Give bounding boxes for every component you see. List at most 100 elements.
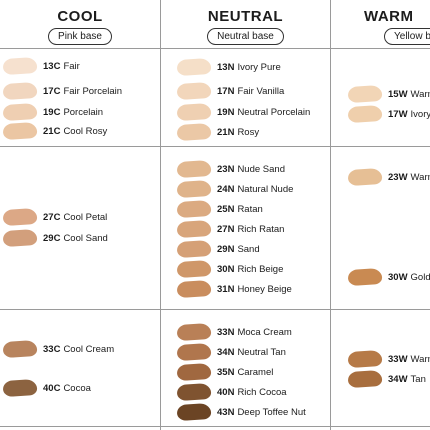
shade-name: Ivory V [410, 108, 430, 120]
shade-name: Cool Petal [63, 211, 108, 223]
shade-name: Moca Cream [237, 326, 292, 338]
shade-code: 17W [388, 108, 408, 120]
shade-code: 40N [217, 386, 235, 398]
shade-blob [2, 207, 38, 227]
shade-blob [176, 259, 212, 279]
shade-name: Tan [410, 373, 426, 385]
shade-blob [347, 267, 383, 287]
shade-code: 29N [217, 243, 235, 255]
shade-name: Porcelain [63, 106, 104, 118]
shade-code: 30W [388, 271, 408, 283]
shade-code: 27C [43, 211, 61, 223]
column-divider [160, 0, 161, 430]
shade-code: 33N [217, 326, 235, 338]
shade-name: Rich Ratan [237, 223, 285, 235]
shade-name: Natural Nude [237, 183, 294, 195]
shade-code: 27N [217, 223, 235, 235]
column-divider [330, 0, 331, 430]
shade-name: Ratan [237, 203, 263, 215]
shade-swatch: 23W Warm [347, 167, 430, 187]
shade-name: Ivory Pure [237, 61, 281, 73]
shade-code: 33C [43, 343, 61, 355]
shade-name: Warm [410, 353, 430, 365]
shade-name: Fair Porcelain [63, 85, 123, 97]
shade-blob [347, 84, 383, 104]
shade-swatch: 34W Tan [347, 369, 426, 389]
shade-swatch: 23N Nude Sand [176, 159, 285, 179]
shade-code: 23N [217, 163, 235, 175]
column-title: NEUTRAL [207, 8, 284, 25]
column-header-warm: WARM Yellow base [331, 0, 430, 48]
shade-swatch: 27C Cool Petal [2, 207, 108, 227]
shade-swatch: 33N Moca Cream [176, 322, 292, 342]
shade-blob [176, 362, 212, 382]
shade-swatch: 21N Rosy [176, 122, 260, 142]
shade-swatch: 13N Ivory Pure [176, 57, 281, 77]
shade-name: Rosy [237, 126, 260, 138]
shade-code: 17N [217, 85, 235, 97]
shade-name: Gold H [410, 271, 430, 283]
shade-name: Warm [410, 171, 430, 183]
shade-code: 13N [217, 61, 235, 73]
shade-blob [347, 167, 383, 187]
shade-name: Warm [410, 88, 430, 100]
shade-code: 23W [388, 171, 408, 183]
shade-swatch: 17W Ivory V [347, 104, 430, 124]
shade-code: 30N [217, 263, 235, 275]
shade-blob [176, 279, 212, 299]
shade-code: 13C [43, 60, 61, 72]
shade-name: Cocoa [63, 382, 91, 394]
shade-blob [176, 81, 212, 101]
shade-blob [176, 402, 212, 422]
shade-code: 21C [43, 125, 61, 137]
shade-code: 15W [388, 88, 408, 100]
shade-swatch: 31N Honey Beige [176, 279, 292, 299]
shade-name: Fair Vanilla [237, 85, 285, 97]
shade-swatch: 24N Natural Nude [176, 179, 294, 199]
shade-blob [176, 342, 212, 362]
shade-blob [176, 102, 212, 122]
shade-blob [2, 102, 38, 122]
shade-swatch: 25N Ratan [176, 199, 263, 219]
shade-code: 19N [217, 106, 235, 118]
shade-blob [347, 369, 383, 389]
row-divider [0, 426, 430, 427]
column-header-neutral: NEUTRAL Neutral base [161, 0, 330, 48]
shade-swatch: 33C Cool Cream [2, 339, 115, 359]
shade-swatch: 15W Warm [347, 84, 430, 104]
shade-code: 17C [43, 85, 61, 97]
shade-code: 33W [388, 353, 408, 365]
column-title: WARM [364, 8, 414, 25]
shade-swatch: 43N Deep Toffee Nut [176, 402, 306, 422]
shade-blob [347, 104, 383, 124]
shade-blob [176, 382, 212, 402]
shade-name: Cool Cream [63, 343, 115, 355]
shade-blob [2, 378, 38, 398]
shade-blob [176, 199, 212, 219]
shade-blob [176, 239, 212, 259]
shade-name: Honey Beige [237, 283, 292, 295]
shade-name: Sand [237, 243, 260, 255]
shade-name: Rich Cocoa [237, 386, 287, 398]
shade-name: Rich Beige [237, 263, 284, 275]
shade-blob [176, 122, 212, 142]
shade-name: Nude Sand [237, 163, 285, 175]
shade-swatch: 35N Caramel [176, 362, 274, 382]
shade-blob [2, 56, 38, 76]
shade-code: 34N [217, 346, 235, 358]
shade-code: 34W [388, 373, 408, 385]
shade-name: Deep Toffee Nut [237, 406, 306, 418]
shade-blob [347, 349, 383, 369]
shade-code: 24N [217, 183, 235, 195]
shade-blob [176, 57, 212, 77]
shade-code: 31N [217, 283, 235, 295]
row-divider [0, 309, 430, 310]
base-badge: Yellow base [384, 28, 430, 45]
base-badge: Pink base [48, 28, 112, 45]
shade-name: Fair [63, 60, 80, 72]
column-title: COOL [57, 8, 103, 25]
shade-blob [2, 121, 38, 141]
shade-name: Caramel [237, 366, 274, 378]
shade-code: 35N [217, 366, 235, 378]
